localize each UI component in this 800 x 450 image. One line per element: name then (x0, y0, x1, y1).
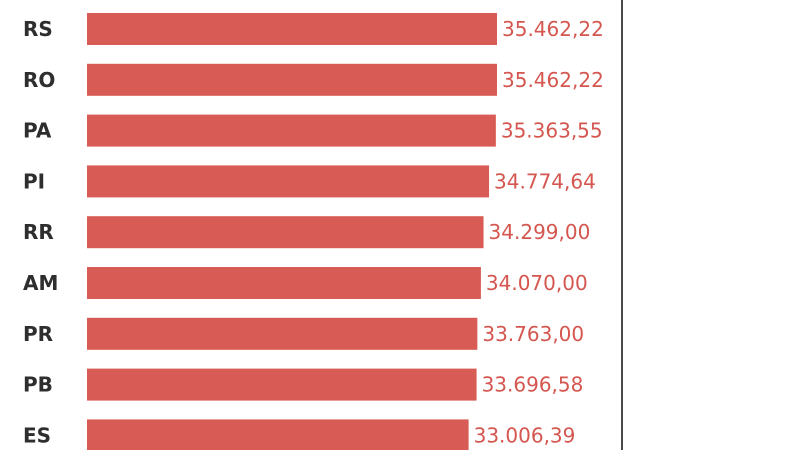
value-label: 33.006,39 (474, 423, 576, 447)
bar-row: RS 35.462,22 (23, 13, 604, 45)
category-label: PI (23, 169, 45, 193)
bar (87, 317, 478, 350)
bar (87, 13, 497, 45)
bar-row: PI 34.774,64 (23, 165, 596, 198)
bar (87, 267, 481, 299)
value-label: 35.462,22 (502, 68, 604, 92)
bar (87, 419, 469, 450)
value-label: 33.763,00 (482, 322, 584, 346)
category-label: PB (23, 373, 53, 397)
bar-row: RO 35.462,22 (23, 63, 604, 96)
value-label: 34.774,64 (494, 169, 596, 193)
value-label: 34.070,00 (486, 271, 588, 295)
bar (87, 368, 477, 401)
value-label: 34.299,00 (489, 220, 591, 244)
value-label: 33.696,58 (482, 373, 584, 397)
category-label: RS (23, 17, 53, 41)
category-label: RR (23, 220, 54, 244)
value-label: 35.462,22 (502, 17, 604, 41)
category-label: PA (23, 119, 52, 143)
bar-row: PR 33.763,00 (23, 317, 584, 350)
bar-row: RR 34.299,00 (23, 216, 591, 249)
bar-row: PB 33.696,58 (23, 368, 584, 401)
bar (87, 63, 497, 96)
category-label: ES (23, 423, 51, 447)
bar (87, 216, 484, 249)
bar-row: PA 35.363,55 (23, 114, 603, 147)
category-label: PR (23, 322, 53, 346)
category-label: AM (23, 271, 58, 295)
value-label: 35.363,55 (501, 119, 603, 143)
bar (87, 165, 490, 198)
bar-row: ES 33.006,39 (23, 419, 575, 450)
bar (87, 114, 496, 147)
category-label: RO (23, 68, 55, 92)
bar-row: AM 34.070,00 (23, 267, 588, 299)
